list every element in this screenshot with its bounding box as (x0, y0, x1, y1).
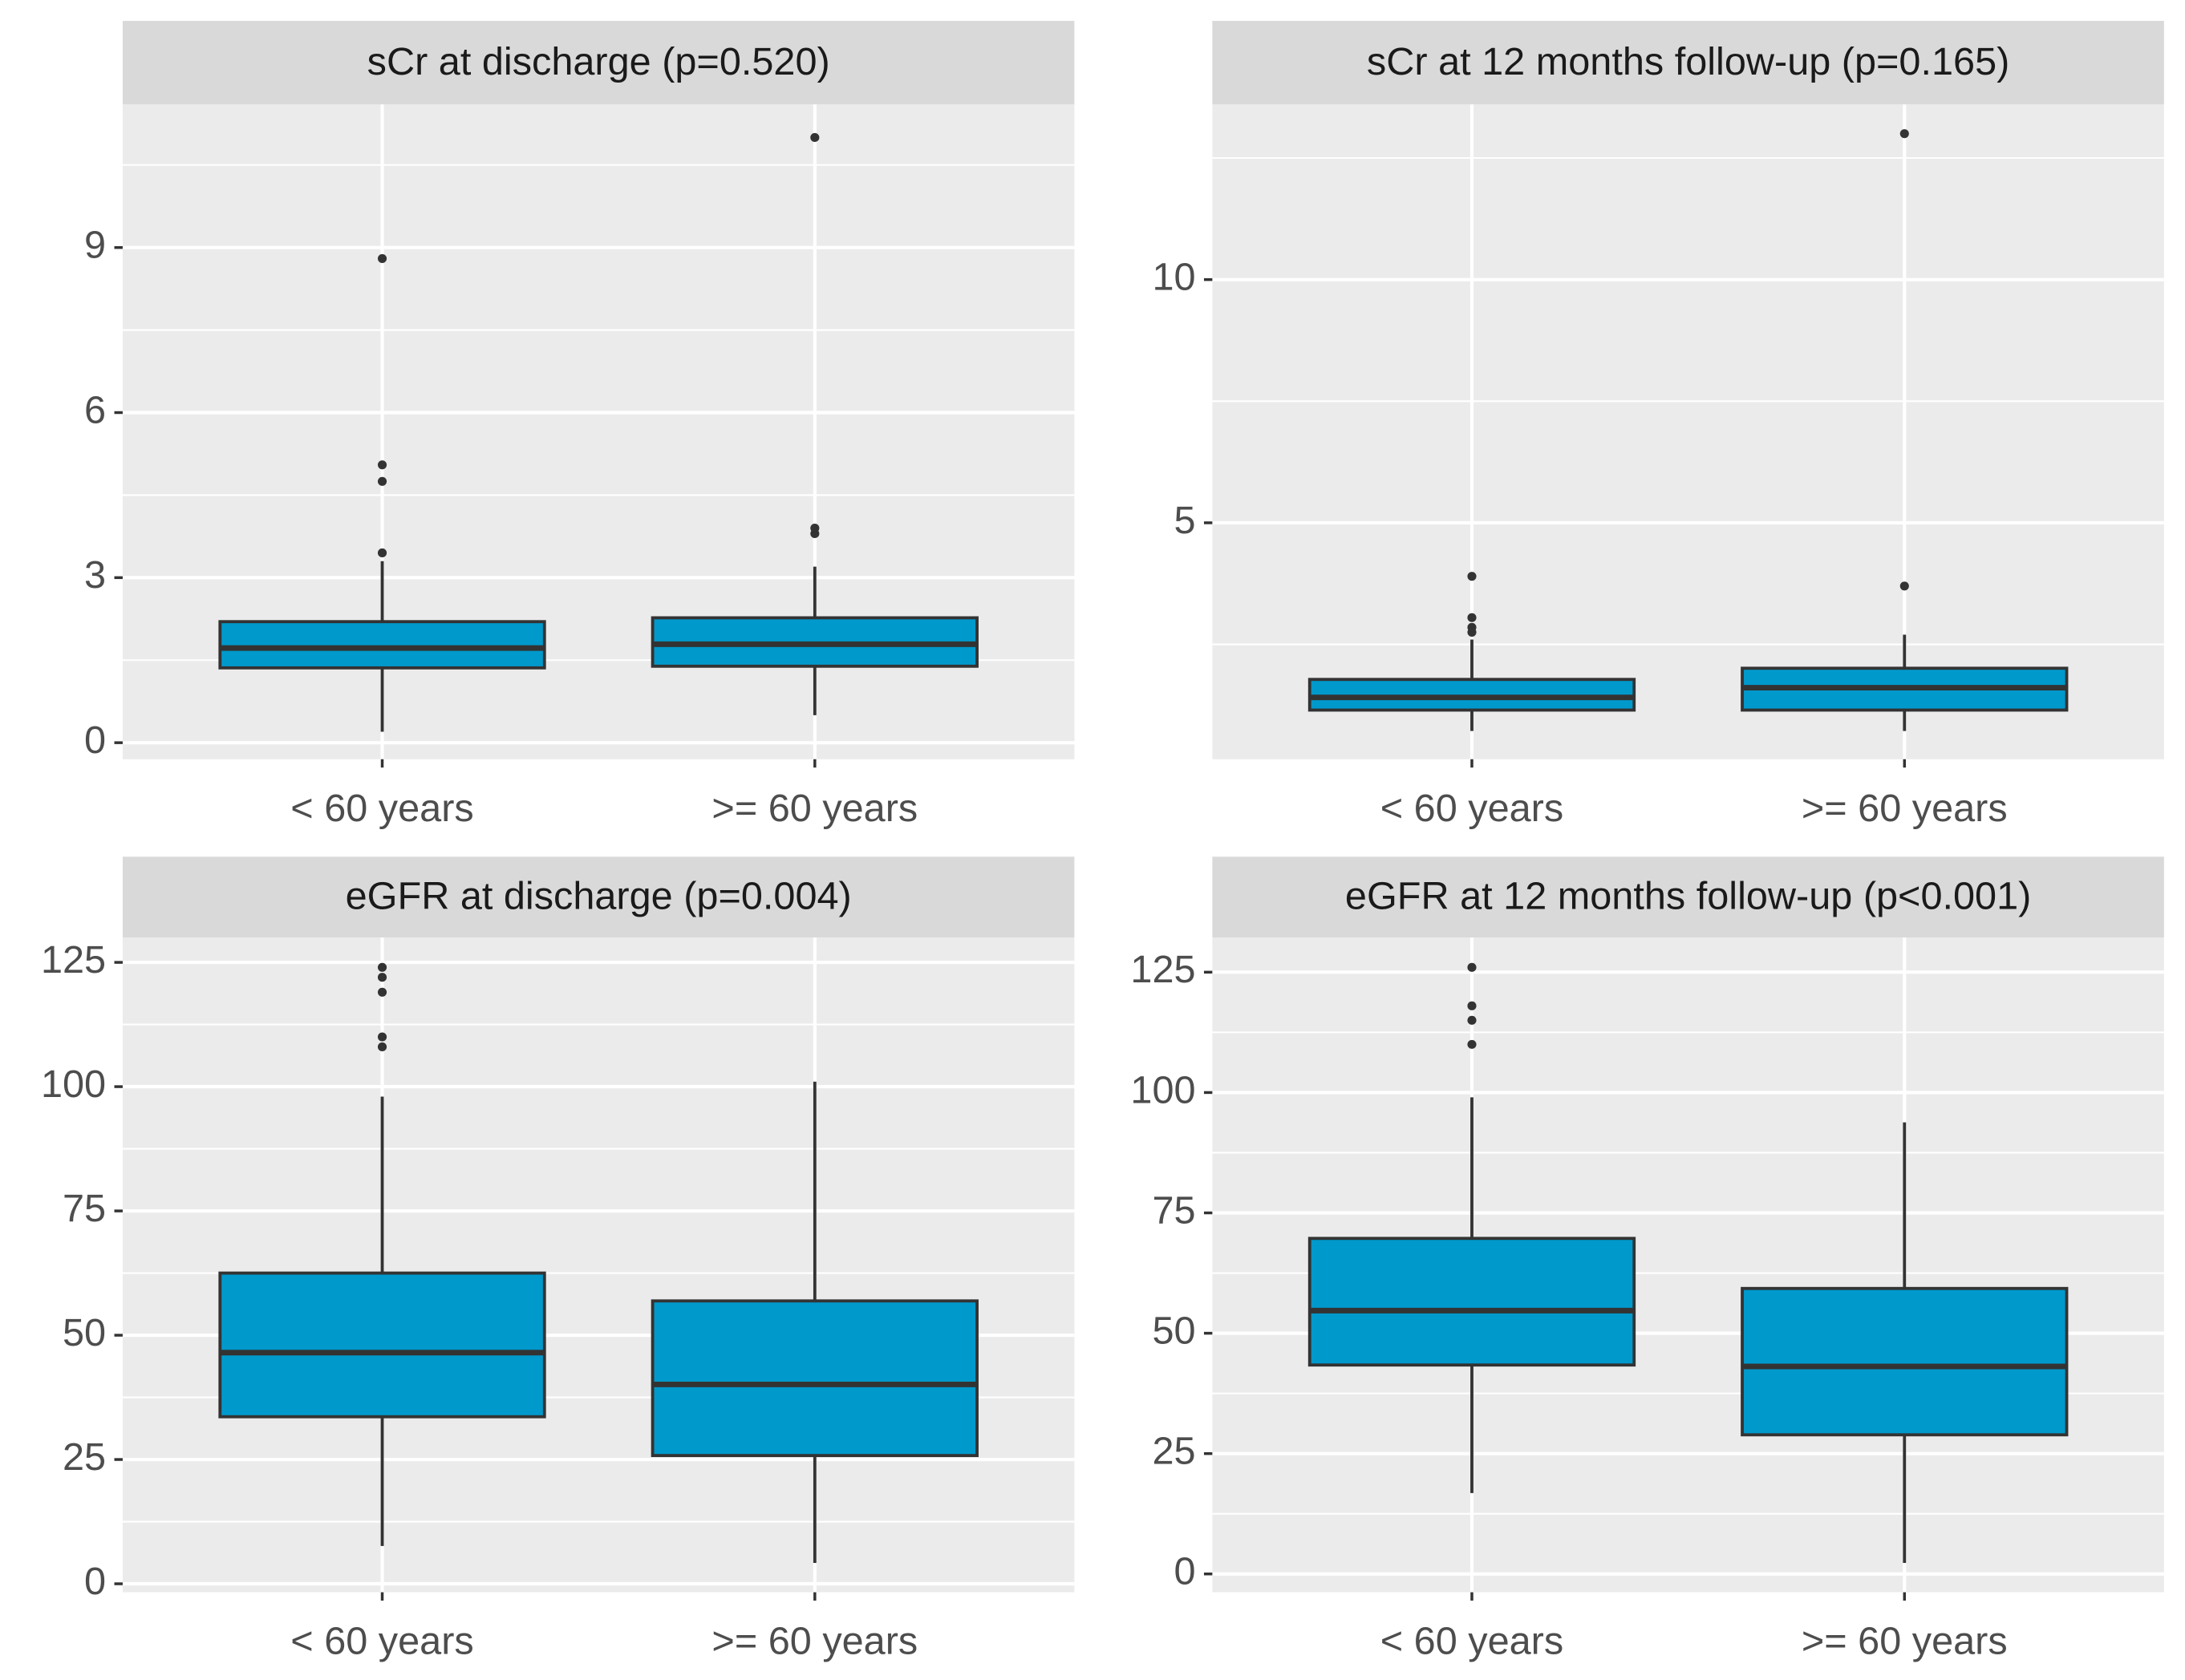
strip (122, 21, 1075, 105)
y-tick-label: 0 (1174, 1550, 1196, 1593)
x-tick-label: >= 60 years (1802, 1620, 2008, 1663)
y-tick-label: 50 (1152, 1309, 1195, 1352)
y-tick-label: 50 (63, 1311, 106, 1354)
outlier (377, 460, 387, 470)
outlier (1467, 622, 1477, 632)
outlier (1899, 581, 1909, 591)
y-tick-label: 125 (1130, 948, 1195, 991)
y-tick-label: 100 (41, 1063, 106, 1106)
box (651, 1299, 979, 1457)
box (218, 620, 546, 670)
y-tick-label: 75 (1152, 1188, 1195, 1232)
panel-title: eGFR at discharge (p=0.004) (346, 874, 852, 917)
x-tick-label: >= 60 years (711, 787, 918, 830)
plot-background (122, 937, 1075, 1593)
outlier (1467, 1039, 1477, 1049)
outlier (1467, 1015, 1477, 1025)
box (1307, 1237, 1636, 1367)
outlier (1467, 613, 1477, 622)
y-tick-label: 5 (1174, 499, 1196, 542)
outlier (377, 973, 387, 982)
y-tick-label: 25 (1152, 1430, 1195, 1473)
outlier (377, 962, 387, 972)
strip (1212, 21, 2164, 105)
x-tick-label: >= 60 years (711, 1620, 918, 1663)
outlier (1467, 1001, 1477, 1010)
outlier (377, 253, 387, 263)
y-tick-label: 75 (63, 1187, 106, 1230)
x-tick-label: < 60 years (290, 1620, 473, 1663)
y-tick-label: 6 (84, 388, 106, 431)
x-tick-label: < 60 years (1380, 1620, 1563, 1663)
outlier (377, 548, 387, 558)
panel-title: sCr at discharge (p=0.520) (367, 40, 830, 83)
box (1741, 1286, 2069, 1437)
x-tick-label: < 60 years (290, 787, 473, 830)
panel-title: sCr at 12 months follow-up (p=0.165) (1367, 40, 2009, 83)
y-tick-label: 9 (84, 224, 106, 267)
y-tick-label: 0 (84, 719, 106, 762)
y-tick-label: 100 (1130, 1068, 1195, 1111)
plot-background (1212, 104, 2164, 759)
outlier (1899, 129, 1909, 139)
outlier (377, 1032, 387, 1042)
y-tick-label: 0 (84, 1560, 106, 1603)
strip (122, 856, 1075, 938)
outlier (377, 476, 387, 486)
outlier (377, 987, 387, 997)
strip (1212, 856, 2164, 938)
outlier (377, 1042, 387, 1052)
outlier (810, 132, 820, 143)
panel-title: eGFR at 12 months follow-up (p<0.001) (1345, 874, 2031, 917)
outlier (1467, 572, 1477, 581)
y-tick-label: 125 (41, 938, 106, 982)
x-tick-label: >= 60 years (1802, 787, 2008, 830)
x-tick-label: < 60 years (1380, 787, 1563, 830)
y-tick-label: 3 (84, 553, 106, 597)
outlier (1467, 962, 1477, 972)
y-tick-label: 25 (63, 1435, 106, 1479)
box (218, 1271, 546, 1419)
y-tick-label: 10 (1152, 255, 1195, 298)
outlier (810, 524, 820, 533)
